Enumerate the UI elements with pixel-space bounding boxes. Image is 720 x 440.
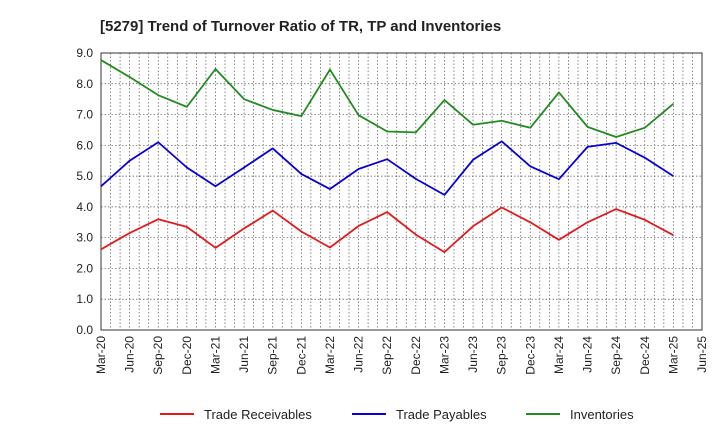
plot-frame: [100, 52, 703, 331]
x-tick-label: Dec-24: [638, 336, 652, 375]
y-tick-label: 2.0: [76, 261, 93, 275]
x-tick-label: Dec-20: [180, 336, 194, 375]
x-tick-label: Mar-22: [323, 336, 337, 374]
x-tick-label: Sep-23: [495, 336, 509, 375]
x-tick-label: Jun-23: [466, 336, 480, 373]
y-tick-label: 8.0: [76, 77, 93, 91]
y-tick-label: 6.0: [76, 138, 93, 152]
y-tick-label: 9.0: [76, 46, 93, 60]
x-tick-label: Jun-20: [123, 336, 137, 373]
x-tick-label: Mar-25: [666, 336, 680, 374]
x-tick-label: Dec-21: [294, 336, 308, 375]
x-tick-label: Mar-21: [208, 336, 222, 374]
x-tick-label: Sep-21: [266, 336, 280, 375]
x-tick-label: Dec-22: [409, 336, 423, 375]
legend-label: Trade Payables: [396, 407, 487, 422]
grid-lines: [101, 52, 703, 330]
x-tick-label: Dec-23: [523, 336, 537, 375]
x-tick-label: Jun-21: [237, 336, 251, 373]
chart-title: [5279] Trend of Turnover Ratio of TR, TP…: [100, 18, 501, 35]
axes: 0.0 1.0 2.0 3.0 4.0 5.0 6.0 7.0 8.0 9.0 Mar-20 Jun-…: [76, 46, 709, 375]
legend-label: Inventories: [570, 407, 634, 422]
x-tick-label: Mar-23: [437, 336, 451, 374]
legend: Trade Receivables Trade Payables Inventori…: [160, 407, 634, 422]
y-tick-label: 1.0: [76, 292, 93, 306]
x-tick-label: Jun-24: [581, 336, 595, 373]
x-tick-label: Sep-22: [380, 336, 394, 375]
y-tick-label: 7.0: [76, 108, 93, 122]
y-tick-label: 4.0: [76, 200, 93, 214]
legend-label: Trade Receivables: [204, 407, 312, 422]
y-tick-label: 0.0: [76, 323, 93, 337]
y-tick-label: 3.0: [76, 231, 93, 245]
y-tick-label: 5.0: [76, 169, 93, 183]
series-lines: [100, 59, 674, 254]
series-line-trade-receivables: [100, 206, 674, 254]
x-tick-label: Mar-20: [94, 336, 108, 374]
series-line-inventories: [100, 59, 674, 138]
x-tick-label: Jun-25: [695, 336, 709, 373]
x-tick-label: Sep-20: [151, 336, 165, 375]
x-tick-label: Sep-24: [609, 336, 623, 375]
x-tick-label: Jun-22: [352, 336, 366, 373]
series-line-trade-payables: [100, 140, 674, 196]
x-tick-label: Mar-24: [552, 336, 566, 374]
